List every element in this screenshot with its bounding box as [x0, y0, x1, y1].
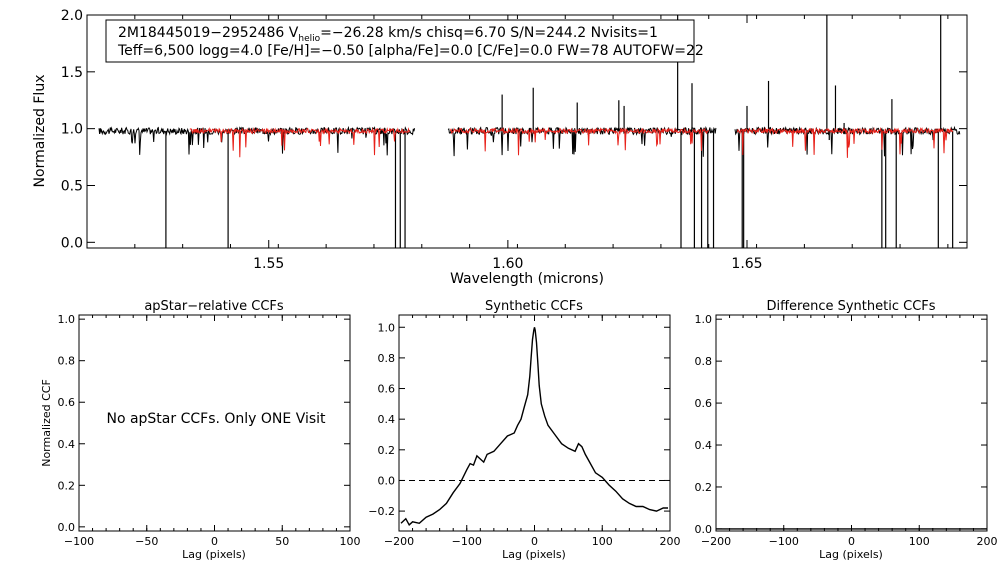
y-tick-label: 0.0 [695, 523, 713, 536]
difference-ccf-title: Difference Synthetic CCFs [766, 299, 935, 314]
synthetic-ccf-line [400, 327, 668, 527]
y-tick-label: 1.0 [58, 313, 76, 326]
x-tick-label: 100 [592, 535, 613, 548]
y-tick-label: 0.2 [378, 444, 396, 457]
annotation-fit-stats: =−26.28 km/s chisq=6.70 S/N=244.2 Nvisit… [320, 25, 658, 41]
synthetic-ccf-x-axis-label: Lag (pixels) [502, 548, 566, 561]
apstar-ccf-title: apStar−relative CCFs [144, 299, 284, 314]
x-tick-label: −200 [701, 535, 731, 548]
spectrum-y-axis-label: Normalized Flux [32, 75, 48, 188]
difference-ccf-x-axis-label: Lag (pixels) [819, 548, 883, 561]
difference-ccf-tick-group: −200 −100 0 100 200 0.0 0.2 0.4 0.6 0.8 1.0 [695, 313, 998, 548]
annotation-star-and-vhelio: 2M18445019−2952486 V [118, 25, 299, 41]
model-spectrum-segment [450, 126, 710, 156]
y-tick-label: 0.0 [61, 235, 83, 251]
apstar-ccf-y-axis-label: Normalized CCF [40, 379, 53, 467]
y-tick-label: 0.4 [378, 413, 396, 426]
spectrum-x-axis-label: Wavelength (microns) [450, 271, 604, 287]
annotation-frame [105, 19, 695, 63]
y-tick-label: 0.8 [695, 355, 713, 368]
y-tick-label: 1.0 [61, 122, 83, 138]
spectrum-panel: 1.55 1.60 1.65 0.0 0.5 1.0 1.5 2.0 Wavelength (… [32, 8, 968, 287]
apstar-ccf-x-axis-label: Lag (pixels) [182, 548, 246, 561]
x-tick-label: 0 [531, 535, 538, 548]
y-tick-label: 0.4 [695, 439, 713, 452]
synthetic-ccf-series-group [399, 327, 670, 527]
annotation-line-2: Teff=6,500 logg=4.0 [Fe/H]=−0.50 [alpha/… [117, 43, 704, 59]
x-tick-label: −100 [64, 535, 94, 548]
apstar-ccf-tick-group: −100 −50 0 50 100 0.0 0.2 0.4 0.6 0.8 1.0 [58, 313, 361, 548]
x-tick-label: 0 [848, 535, 855, 548]
model-spectrum-segment [189, 127, 411, 158]
x-tick-label: 1.55 [253, 256, 284, 272]
x-tick-label: 0 [211, 535, 218, 548]
x-tick-label: 200 [977, 535, 998, 548]
no-ccf-message: No apStar CCFs. Only ONE Visit [106, 411, 326, 427]
y-tick-label: 0.4 [58, 438, 76, 451]
y-tick-label: 0.6 [58, 396, 76, 409]
y-tick-label: 2.0 [61, 8, 83, 24]
x-tick-label: 200 [660, 535, 681, 548]
x-tick-label: −200 [384, 535, 414, 548]
spectrum-annotation-box: 2M18445019−2952486 Vhelio=−26.28 km/s ch… [105, 19, 704, 63]
y-tick-label: 1.5 [61, 65, 83, 81]
y-tick-label: 0.6 [695, 397, 713, 410]
observed-spectrum-segment [447, 125, 717, 157]
synthetic-ccf-panel: −200 −100 0 100 200 −0.2 0.0 0.2 0.4 0.6 0.8 1.0 Sy… [368, 299, 680, 561]
apstar-ccf-panel: −100 −50 0 50 100 0.0 0.2 0.4 0.6 0.8 1.0 apStar−r… [40, 299, 361, 561]
y-tick-label: 0.8 [378, 352, 396, 365]
difference-ccf-panel: −200 −100 0 100 200 0.0 0.2 0.4 0.6 0.8 1.0 Differ… [695, 299, 998, 561]
annotation-vhelio-subscript: helio [298, 34, 320, 44]
spectrum-tick-group: 1.55 1.60 1.65 0.0 0.5 1.0 1.5 2.0 [61, 8, 967, 272]
synthetic-ccf-title: Synthetic CCFs [485, 299, 583, 314]
x-tick-label: −100 [769, 535, 799, 548]
y-tick-label: 0.6 [378, 383, 396, 396]
annotation-line-1: 2M18445019−2952486 Vhelio=−26.28 km/s ch… [118, 25, 658, 44]
x-tick-label: −50 [135, 535, 158, 548]
spectrum-series-group [98, 15, 961, 248]
x-tick-label: 50 [275, 535, 289, 548]
x-tick-label: −100 [452, 535, 482, 548]
y-tick-label: 0.5 [61, 178, 83, 194]
y-tick-label: −0.2 [368, 505, 395, 518]
x-tick-label: 100 [909, 535, 930, 548]
x-tick-label: 1.65 [731, 256, 762, 272]
x-tick-label: 1.60 [492, 256, 523, 272]
y-tick-label: 0.0 [378, 474, 396, 487]
y-tick-label: 0.2 [695, 481, 713, 494]
y-tick-label: 1.0 [378, 321, 396, 334]
y-tick-label: 1.0 [695, 313, 713, 326]
y-tick-label: 0.2 [58, 479, 76, 492]
x-tick-label: 100 [340, 535, 361, 548]
model-spectrum-segment [736, 126, 954, 158]
synthetic-ccf-tick-group: −200 −100 0 100 200 −0.2 0.0 0.2 0.4 0.6 0.8 1.0 [368, 315, 681, 548]
spectrum-plot-frame [86, 14, 968, 249]
y-tick-label: 0.8 [58, 355, 76, 368]
y-tick-label: 0.0 [58, 521, 76, 534]
